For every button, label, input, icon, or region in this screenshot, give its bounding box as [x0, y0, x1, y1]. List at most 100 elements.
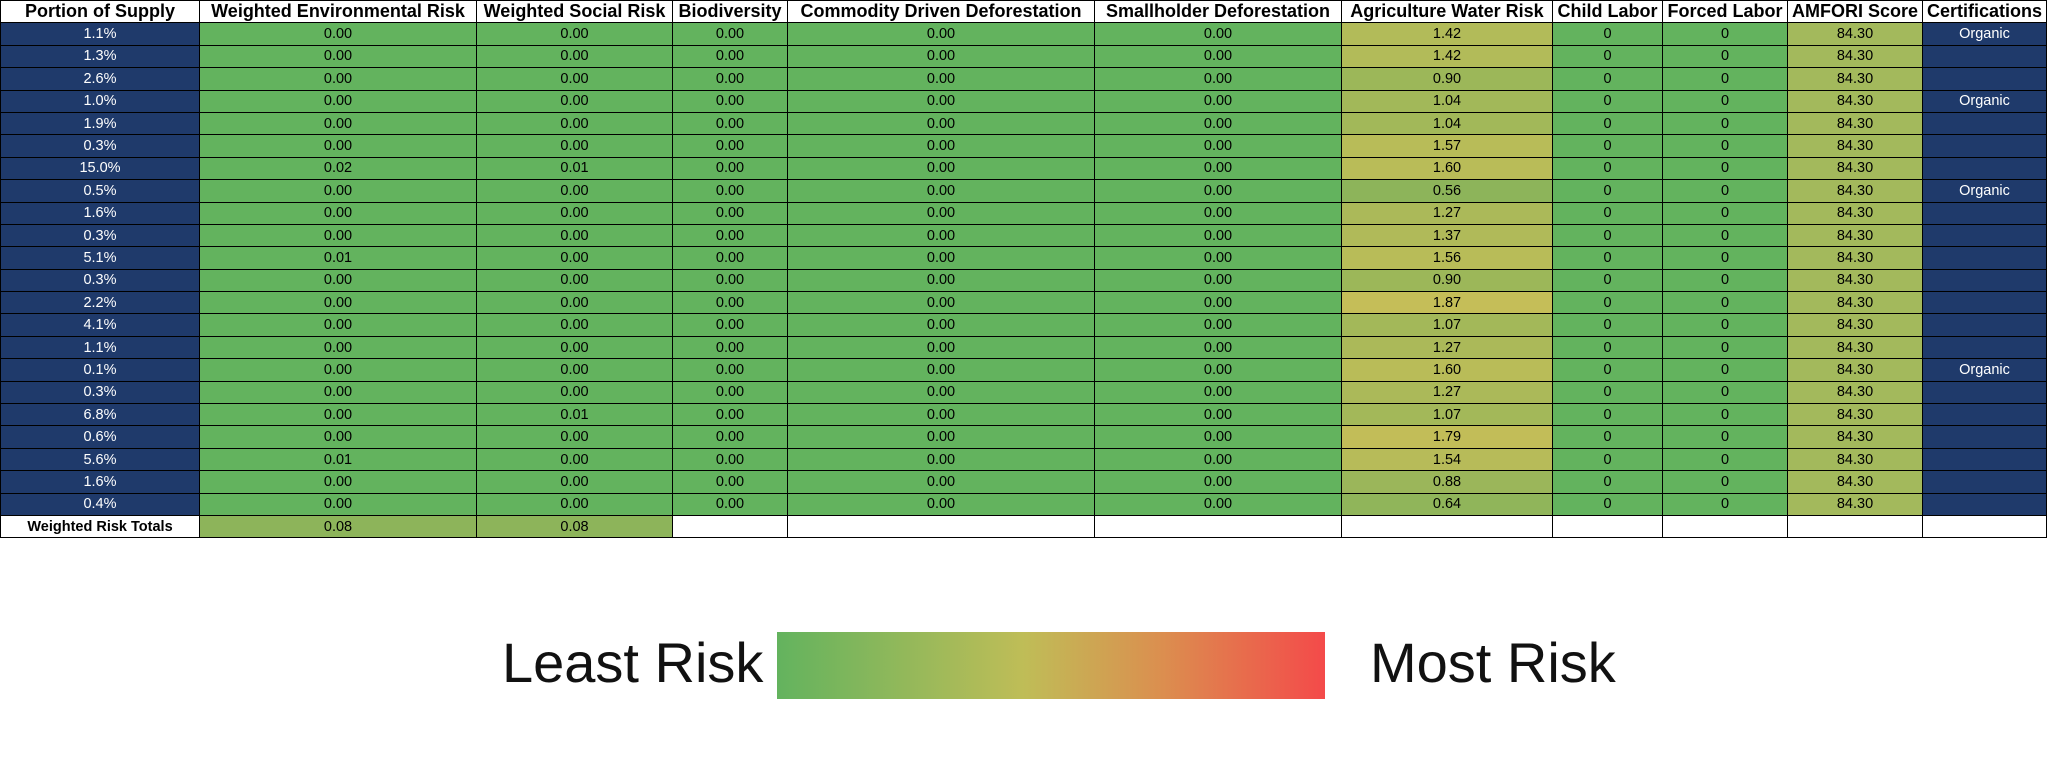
cell-amfori-score[interactable]: 84.30 [1787, 179, 1923, 203]
cell-forced-labor[interactable]: 0 [1662, 358, 1788, 382]
cell-commodity-driven-deforestation[interactable]: 0.00 [787, 425, 1095, 449]
cell-portion-of-supply[interactable]: 1.9% [0, 111, 200, 136]
cell-weighted-environmental-risk[interactable]: 0.01 [199, 246, 477, 270]
cell-agriculture-water-risk[interactable]: 1.57 [1341, 134, 1553, 158]
cell-agriculture-water-risk[interactable]: 1.37 [1341, 223, 1553, 248]
header-forced-labor[interactable]: Forced Labor [1662, 0, 1788, 24]
cell-commodity-driven-deforestation[interactable]: 0.00 [787, 223, 1095, 248]
cell-certifications[interactable]: Organic [1922, 89, 2047, 113]
cell-agriculture-water-risk[interactable]: 1.79 [1341, 425, 1553, 449]
cell-smallholder-deforestation[interactable]: 0.00 [1094, 403, 1342, 427]
header-weighted-environmental-risk[interactable]: Weighted Environmental Risk [199, 0, 477, 24]
cell-weighted-social-risk[interactable]: 0.00 [476, 246, 673, 270]
cell-smallholder-deforestation[interactable]: 0.00 [1094, 246, 1342, 270]
cell-amfori-score[interactable]: 84.30 [1787, 425, 1923, 449]
cell-commodity-driven-deforestation[interactable]: 0.00 [787, 268, 1095, 293]
cell-forced-labor[interactable]: 0 [1662, 44, 1788, 69]
cell-weighted-environmental-risk[interactable]: 0.00 [199, 425, 477, 449]
cell-biodiversity[interactable]: 0.00 [672, 89, 788, 113]
cell-commodity-driven-deforestation[interactable]: 0.00 [787, 89, 1095, 113]
cell-weighted-social-risk[interactable]: 0.00 [476, 335, 673, 360]
cell-certifications[interactable]: Organic [1922, 22, 2047, 46]
cell-amfori-score[interactable]: 84.30 [1787, 134, 1923, 158]
cell-forced-labor[interactable]: 0 [1662, 156, 1788, 181]
cell-forced-labor[interactable]: 0 [1662, 179, 1788, 203]
cell-amfori-score[interactable]: 84.30 [1787, 380, 1923, 405]
cell-weighted-social-risk[interactable]: 0.00 [476, 492, 673, 516]
cell-amfori-score[interactable]: 84.30 [1787, 67, 1923, 91]
cell-child-labor[interactable]: 0 [1552, 470, 1663, 494]
cell-smallholder-deforestation[interactable]: 0.00 [1094, 201, 1342, 225]
cell-commodity-driven-deforestation[interactable]: 0.00 [787, 492, 1095, 516]
header-commodity-driven-deforestation[interactable]: Commodity Driven Deforestation [787, 0, 1095, 24]
cell-smallholder-deforestation[interactable]: 0.00 [1094, 179, 1342, 203]
cell-biodiversity[interactable]: 0.00 [672, 313, 788, 337]
cell-certifications[interactable] [1922, 447, 2047, 472]
cell-agriculture-water-risk[interactable]: 1.07 [1341, 313, 1553, 337]
cell-biodiversity[interactable]: 0.00 [672, 201, 788, 225]
cell-portion-of-supply[interactable]: 0.4% [0, 492, 200, 516]
cell-smallholder-deforestation[interactable]: 0.00 [1094, 447, 1342, 472]
cell-portion-of-supply[interactable]: 5.6% [0, 447, 200, 472]
cell-smallholder-deforestation[interactable]: 0.00 [1094, 89, 1342, 113]
header-amfori-score[interactable]: AMFORI Score [1787, 0, 1923, 24]
cell-weighted-social-risk[interactable]: 0.00 [476, 291, 673, 315]
total-blank-cell[interactable] [787, 514, 1095, 539]
cell-weighted-social-risk[interactable]: 0.00 [476, 358, 673, 382]
cell-agriculture-water-risk[interactable]: 1.04 [1341, 89, 1553, 113]
total-environmental-risk[interactable]: 0.08 [199, 514, 477, 539]
cell-smallholder-deforestation[interactable]: 0.00 [1094, 335, 1342, 360]
cell-portion-of-supply[interactable]: 15.0% [0, 156, 200, 181]
cell-certifications[interactable] [1922, 223, 2047, 248]
cell-commodity-driven-deforestation[interactable]: 0.00 [787, 447, 1095, 472]
cell-forced-labor[interactable]: 0 [1662, 425, 1788, 449]
cell-weighted-environmental-risk[interactable]: 0.00 [199, 313, 477, 337]
cell-amfori-score[interactable]: 84.30 [1787, 201, 1923, 225]
total-blank-cell[interactable] [1341, 514, 1553, 539]
cell-weighted-environmental-risk[interactable]: 0.00 [199, 223, 477, 248]
cell-portion-of-supply[interactable]: 0.1% [0, 358, 200, 382]
header-weighted-social-risk[interactable]: Weighted Social Risk [476, 0, 673, 24]
header-portion-of-supply[interactable]: Portion of Supply [0, 0, 200, 24]
cell-child-labor[interactable]: 0 [1552, 335, 1663, 360]
cell-portion-of-supply[interactable]: 2.6% [0, 67, 200, 91]
cell-amfori-score[interactable]: 84.30 [1787, 223, 1923, 248]
cell-amfori-score[interactable]: 84.30 [1787, 358, 1923, 382]
cell-weighted-social-risk[interactable]: 0.00 [476, 111, 673, 136]
cell-portion-of-supply[interactable]: 5.1% [0, 246, 200, 270]
cell-weighted-social-risk[interactable]: 0.00 [476, 425, 673, 449]
cell-weighted-environmental-risk[interactable]: 0.00 [199, 44, 477, 69]
cell-amfori-score[interactable]: 84.30 [1787, 335, 1923, 360]
cell-forced-labor[interactable]: 0 [1662, 223, 1788, 248]
cell-biodiversity[interactable]: 0.00 [672, 380, 788, 405]
cell-certifications[interactable] [1922, 156, 2047, 181]
cell-portion-of-supply[interactable]: 0.3% [0, 223, 200, 248]
cell-amfori-score[interactable]: 84.30 [1787, 470, 1923, 494]
cell-agriculture-water-risk[interactable]: 1.56 [1341, 246, 1553, 270]
cell-forced-labor[interactable]: 0 [1662, 313, 1788, 337]
cell-biodiversity[interactable]: 0.00 [672, 403, 788, 427]
cell-certifications[interactable] [1922, 201, 2047, 225]
cell-weighted-environmental-risk[interactable]: 0.00 [199, 403, 477, 427]
cell-child-labor[interactable]: 0 [1552, 447, 1663, 472]
total-blank-cell[interactable] [1552, 514, 1663, 539]
total-social-risk[interactable]: 0.08 [476, 514, 673, 539]
cell-weighted-social-risk[interactable]: 0.00 [476, 22, 673, 46]
cell-certifications[interactable] [1922, 67, 2047, 91]
cell-biodiversity[interactable]: 0.00 [672, 44, 788, 69]
cell-forced-labor[interactable]: 0 [1662, 67, 1788, 91]
cell-weighted-environmental-risk[interactable]: 0.00 [199, 22, 477, 46]
cell-certifications[interactable]: Organic [1922, 358, 2047, 382]
cell-amfori-score[interactable]: 84.30 [1787, 268, 1923, 293]
cell-weighted-environmental-risk[interactable]: 0.00 [199, 134, 477, 158]
header-child-labor[interactable]: Child Labor [1552, 0, 1663, 24]
cell-portion-of-supply[interactable]: 0.6% [0, 425, 200, 449]
cell-biodiversity[interactable]: 0.00 [672, 470, 788, 494]
cell-smallholder-deforestation[interactable]: 0.00 [1094, 470, 1342, 494]
cell-commodity-driven-deforestation[interactable]: 0.00 [787, 44, 1095, 69]
cell-portion-of-supply[interactable]: 4.1% [0, 313, 200, 337]
cell-biodiversity[interactable]: 0.00 [672, 291, 788, 315]
total-blank-cell[interactable] [1787, 514, 1923, 539]
cell-agriculture-water-risk[interactable]: 0.64 [1341, 492, 1553, 516]
cell-weighted-environmental-risk[interactable]: 0.00 [199, 179, 477, 203]
